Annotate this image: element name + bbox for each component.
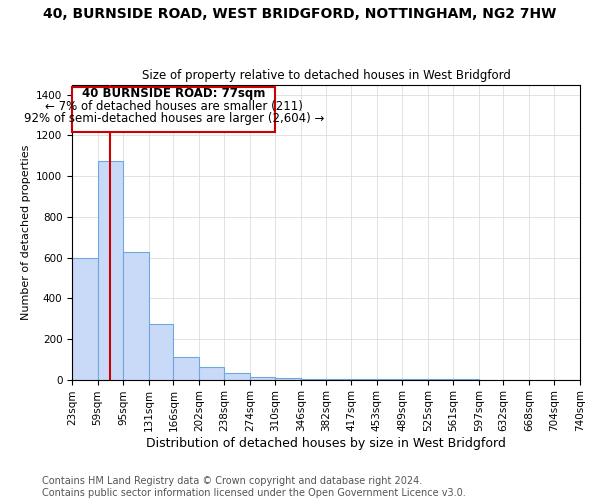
Bar (199, 368, 224, 380)
Text: 40, BURNSIDE ROAD, WEST BRIDGFORD, NOTTINGHAM, NG2 7HW: 40, BURNSIDE ROAD, WEST BRIDGFORD, NOTTI… (43, 8, 557, 22)
Bar (98, 161, 123, 380)
Title: Size of property relative to detached houses in West Bridgford: Size of property relative to detached ho… (142, 69, 511, 82)
Text: Contains HM Land Registry data © Crown copyright and database right 2024.
Contai: Contains HM Land Registry data © Crown c… (42, 476, 466, 498)
Bar (275, 378, 301, 380)
Text: 92% of semi-detached houses are larger (2,604) →: 92% of semi-detached houses are larger (… (23, 112, 324, 125)
Text: ← 7% of detached houses are smaller (211): ← 7% of detached houses are smaller (211… (45, 100, 303, 112)
Bar (326, 379, 351, 380)
FancyBboxPatch shape (72, 86, 275, 132)
Bar (224, 374, 250, 380)
Bar (72, 258, 98, 380)
Bar (173, 357, 199, 380)
Bar (123, 252, 149, 380)
Bar (250, 376, 275, 380)
Bar (301, 378, 326, 380)
Y-axis label: Number of detached properties: Number of detached properties (20, 144, 31, 320)
Bar (149, 324, 173, 380)
Text: 40 BURNSIDE ROAD: 77sqm: 40 BURNSIDE ROAD: 77sqm (82, 87, 265, 100)
X-axis label: Distribution of detached houses by size in West Bridgford: Distribution of detached houses by size … (146, 437, 506, 450)
